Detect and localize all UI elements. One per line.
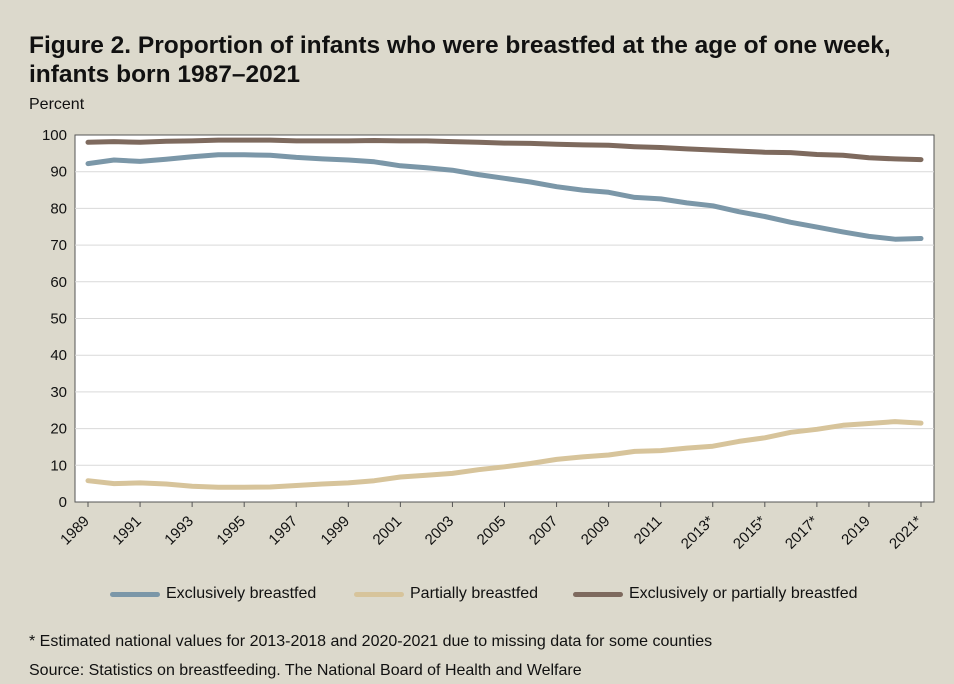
y-tick-label: 80 [50,200,67,217]
legend-swatch-exclusive [110,591,160,597]
x-tick-label: 2015* [730,513,770,553]
legend-swatch-partial [354,591,404,597]
footnote: * Estimated national values for 2013-201… [29,633,713,650]
y-tick-label: 90 [50,164,67,181]
x-tick-label: 1993 [161,513,197,549]
legend: Exclusively breastfed Partially breastfe… [0,583,954,605]
legend-item-exclusive: Exclusively breastfed [110,583,316,605]
y-axis-unit-label: Percent [29,96,85,113]
x-tick-label: 1989 [57,513,93,549]
series-lines [85,137,924,490]
legend-item-any: Exclusively or partially breastfed [573,583,858,605]
x-tick-label: 2001 [370,513,406,549]
x-tick-label: 1991 [109,513,145,549]
legend-item-partial: Partially breastfed [354,583,538,605]
x-tick-label: 2013* [678,513,718,553]
series-line-partial [85,419,924,490]
legend-label-exclusive: Exclusively breastfed [166,585,317,602]
y-tick-label: 30 [50,384,67,401]
x-tick-label: 2021* [886,513,926,553]
x-tick-label: 2009 [578,513,614,549]
y-tick-label: 70 [50,237,67,254]
legend-swatch-any [573,591,623,597]
series-line-any [85,137,924,163]
chart-title: Figure 2. Proportion of infants who were… [29,32,891,88]
y-tick-label: 0 [59,494,67,511]
x-tick-label: 2011 [631,513,666,548]
source-note: Source: Statistics on breastfeeding. The… [29,662,582,679]
y-tick-label: 50 [50,311,67,328]
x-tick-label: 1997 [265,513,301,549]
y-tick-label: 40 [50,347,67,364]
x-tick-label: 2005 [474,513,510,549]
legend-label-any: Exclusively or partially breastfed [629,585,858,602]
x-tick-label: 2017* [782,513,822,553]
y-tick-label: 60 [50,274,67,291]
x-tick-label: 1999 [318,513,354,549]
x-tick-label: 1995 [213,513,249,549]
y-tick-label: 100 [42,127,67,144]
y-tick-label: 20 [50,421,67,438]
x-axis-ticks: 1989 1991 1993 1995 1997 1999 2001 2003 2005 2007… [57,502,926,553]
y-tick-label: 10 [50,457,67,474]
y-axis-ticks: 0 10 20 30 40 50 60 70 80 90 100 [42,127,67,511]
series-line-exclusive [85,152,924,242]
x-tick-label: 2003 [422,513,458,549]
x-tick-label: 2019 [838,513,874,549]
x-tick-label: 2007 [526,513,562,549]
legend-label-partial: Partially breastfed [410,585,539,602]
